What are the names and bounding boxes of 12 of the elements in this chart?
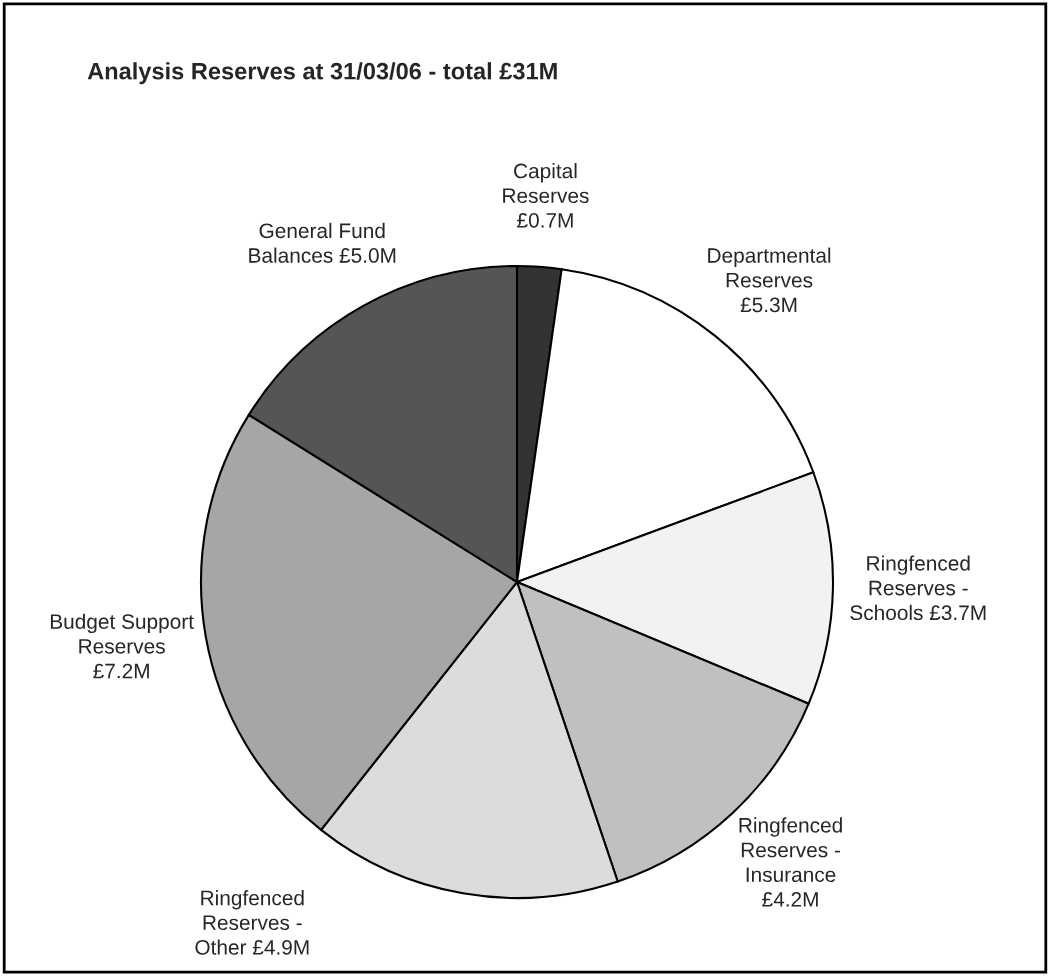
data-label: £4.2M <box>762 892 818 907</box>
slice-label: Ringfenced Reserves - Insurance <box>739 817 842 883</box>
data-label: £7.2M <box>93 663 149 679</box>
slice-label: Ringfenced Reserves - Other £4.9M <box>195 890 309 955</box>
slice-label: Budget Support Reserves <box>50 613 194 654</box>
slice-label: Ringfenced Reserves - Schools £3.7M <box>850 555 986 621</box>
slice-label: General Fund Balances £5.0M <box>249 222 396 263</box>
data-label: £0.7M <box>517 212 573 228</box>
chart-title: Analysis Reserves at 31/03/06 - total £31M <box>87 62 557 85</box>
data-label: £5.3M <box>740 297 797 313</box>
slice-label: Capital Reserves <box>503 163 589 204</box>
slice-label: Departmental Reserves <box>708 247 831 288</box>
